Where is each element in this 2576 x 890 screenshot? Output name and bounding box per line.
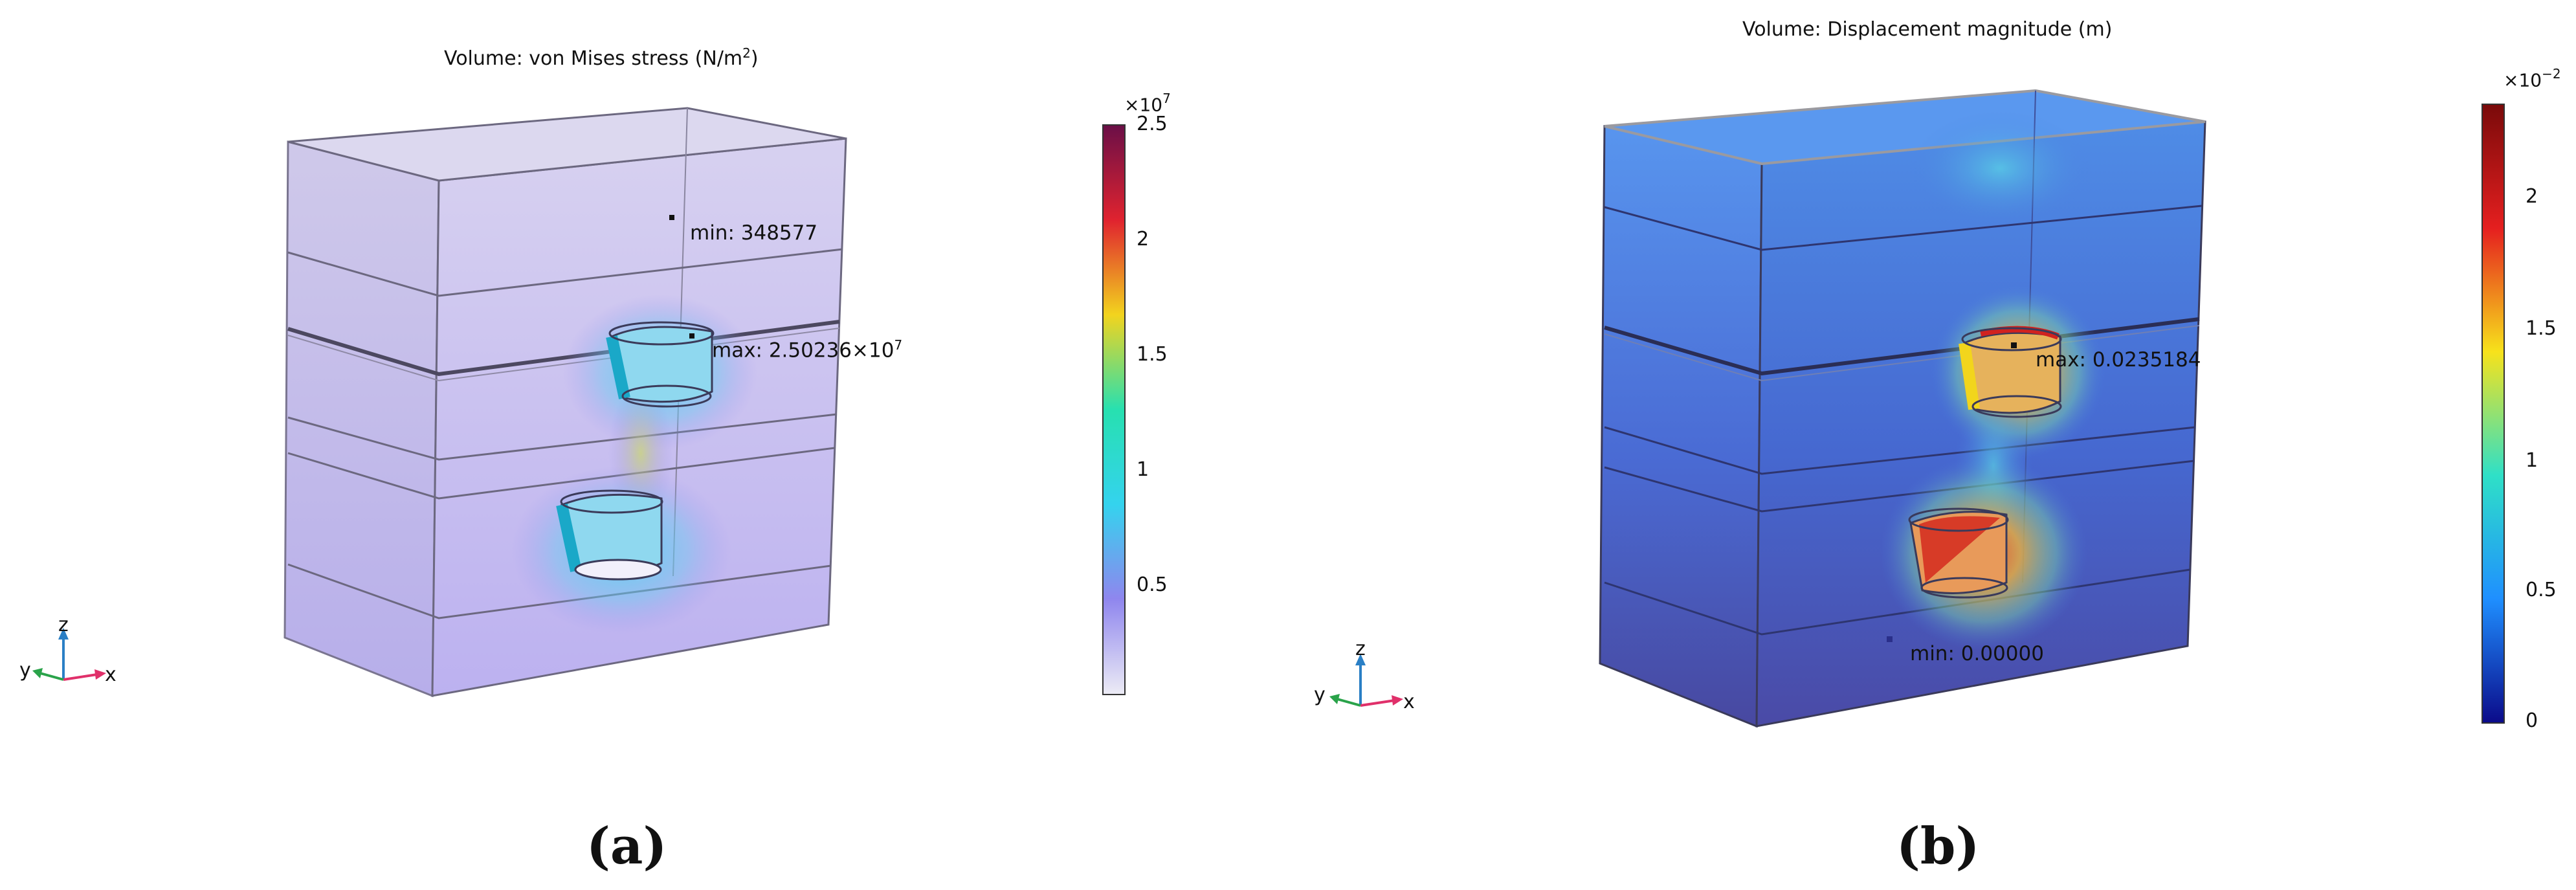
displacement-volume-render: z x y [1314, 89, 2206, 728]
axis-triad: z x y [19, 614, 117, 686]
axis-x-label: x [105, 663, 117, 686]
axis-y-label: y [19, 659, 31, 682]
min-marker [669, 215, 674, 220]
max-marker [2011, 342, 2017, 348]
lower-hole [1908, 507, 2009, 599]
colorbar [2482, 104, 2505, 724]
panel-caption: (a) [586, 817, 667, 876]
colorbar-exponent: ×10−2 [2504, 66, 2561, 91]
colorbar-exponent: ×107 [1124, 91, 1171, 116]
panel-von-mises-stress: Volume: von Mises stress (N/m2) [19, 45, 1171, 876]
upper-hole [606, 321, 715, 408]
max-annotation: max: 2.50236×107 [712, 337, 903, 362]
panel-caption: (b) [1896, 817, 1980, 876]
axis-triad: z x y [1314, 638, 1415, 713]
colorbar-tick-label: 1.5 [2526, 317, 2557, 340]
colorbar-tick-label: 0.5 [1137, 573, 1168, 596]
axis-z-label: z [58, 614, 69, 636]
colorbar-tick-label: 2 [2526, 185, 2538, 208]
colorbar-tick-label: 1.5 [1137, 343, 1168, 366]
axis-x-label: x [1403, 691, 1415, 713]
max-marker [689, 333, 694, 339]
min-annotation: min: 0.00000 [1910, 642, 2044, 665]
colorbar-tick-label: 0.5 [2526, 579, 2557, 601]
axis-z-label: z [1355, 638, 1366, 660]
box-top-face [1604, 89, 2206, 166]
plot-title: Volume: Displacement magnitude (m) [1742, 18, 2113, 41]
colorbar [1102, 124, 1126, 695]
plot-title: Volume: von Mises stress (N/m2) [444, 45, 759, 70]
colorbar-tick-label: 0 [2526, 709, 2538, 732]
box-side-face [1599, 125, 1763, 728]
colorbar-tick-label: 2 [1137, 228, 1149, 250]
box-top-face [287, 107, 847, 182]
lower-hole [556, 489, 663, 581]
panel-displacement-magnitude: Volume: Displacement magnitude (m) [1288, 0, 2576, 890]
colorbar-tick-label: 2.5 [1137, 113, 1168, 135]
max-annotation: max: 0.0235184 [2036, 348, 2201, 372]
axis-y-label: y [1314, 684, 1326, 706]
colorbar-tick-label: 1 [1137, 458, 1149, 481]
box-side-face [283, 140, 440, 698]
stress-volume-render: z x y [19, 107, 847, 698]
min-marker [1887, 636, 1893, 642]
min-annotation: min: 348577 [690, 221, 818, 245]
upper-hole [1959, 326, 2062, 418]
colorbar-tick-label: 1 [2526, 449, 2538, 472]
